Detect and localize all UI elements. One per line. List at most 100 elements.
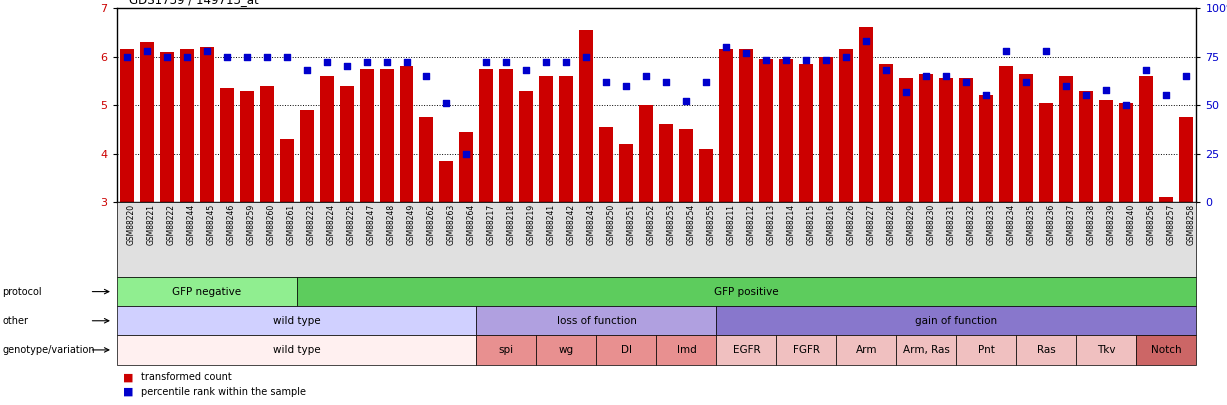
Text: GSM88217: GSM88217 bbox=[486, 204, 496, 245]
Point bbox=[837, 53, 856, 60]
Bar bbox=[260, 86, 274, 202]
Bar bbox=[439, 161, 454, 202]
Text: GSM88228: GSM88228 bbox=[886, 204, 896, 245]
Bar bbox=[400, 66, 413, 202]
Text: GSM88238: GSM88238 bbox=[1086, 204, 1096, 245]
Text: GSM88262: GSM88262 bbox=[427, 204, 436, 245]
Bar bbox=[719, 49, 734, 202]
Bar bbox=[499, 69, 513, 202]
Point bbox=[536, 59, 556, 66]
Text: GSM88246: GSM88246 bbox=[227, 204, 236, 245]
Text: Imd: Imd bbox=[676, 345, 696, 355]
Point bbox=[396, 59, 416, 66]
Text: Dl: Dl bbox=[621, 345, 632, 355]
Text: GSM88241: GSM88241 bbox=[546, 204, 556, 245]
Text: Pnt: Pnt bbox=[978, 345, 995, 355]
Point bbox=[796, 57, 816, 64]
Text: GSM88212: GSM88212 bbox=[746, 204, 756, 245]
Text: GFP negative: GFP negative bbox=[172, 287, 242, 296]
Point bbox=[617, 83, 637, 89]
Bar bbox=[1020, 74, 1033, 202]
Text: ■: ■ bbox=[123, 372, 134, 382]
Bar bbox=[919, 74, 934, 202]
Text: GSM88259: GSM88259 bbox=[247, 204, 255, 245]
Bar bbox=[459, 132, 474, 202]
Bar bbox=[979, 96, 994, 202]
Text: GSM88250: GSM88250 bbox=[606, 204, 616, 245]
Text: GSM88232: GSM88232 bbox=[967, 204, 975, 245]
Bar bbox=[820, 57, 833, 202]
Bar bbox=[179, 49, 194, 202]
Bar bbox=[800, 64, 814, 202]
Point bbox=[1117, 102, 1136, 109]
Text: other: other bbox=[2, 316, 28, 326]
Bar bbox=[280, 139, 293, 202]
Point bbox=[256, 53, 276, 60]
Text: GSM88245: GSM88245 bbox=[206, 204, 216, 245]
Bar bbox=[1080, 91, 1093, 202]
Point bbox=[237, 53, 256, 60]
Point bbox=[736, 49, 756, 56]
Point bbox=[377, 59, 396, 66]
Text: GSM88263: GSM88263 bbox=[447, 204, 455, 245]
Point bbox=[777, 57, 796, 64]
Bar bbox=[1039, 103, 1053, 202]
Point bbox=[1076, 92, 1096, 99]
Bar bbox=[940, 79, 953, 202]
Point bbox=[856, 38, 876, 44]
Text: Arm: Arm bbox=[855, 345, 877, 355]
Bar bbox=[1160, 197, 1173, 202]
Bar bbox=[340, 86, 353, 202]
Point bbox=[936, 73, 956, 79]
Point bbox=[676, 98, 696, 104]
Text: GSM88252: GSM88252 bbox=[647, 204, 655, 245]
Text: GSM88248: GSM88248 bbox=[387, 204, 395, 245]
Bar bbox=[899, 79, 913, 202]
Point bbox=[417, 73, 437, 79]
Text: Tkv: Tkv bbox=[1097, 345, 1115, 355]
Text: GSM88242: GSM88242 bbox=[567, 204, 575, 245]
Text: GSM88214: GSM88214 bbox=[787, 204, 795, 245]
Bar bbox=[740, 49, 753, 202]
Bar bbox=[220, 88, 233, 202]
Point bbox=[336, 63, 356, 70]
Bar bbox=[360, 69, 373, 202]
Text: wild type: wild type bbox=[272, 345, 320, 355]
Point bbox=[957, 79, 977, 85]
Bar bbox=[560, 76, 573, 202]
Bar bbox=[779, 59, 794, 202]
Text: Ras: Ras bbox=[1037, 345, 1055, 355]
Text: loss of function: loss of function bbox=[557, 316, 637, 326]
Point bbox=[456, 150, 476, 157]
Text: GSM88254: GSM88254 bbox=[686, 204, 696, 245]
Bar bbox=[960, 79, 973, 202]
Bar bbox=[1099, 100, 1113, 202]
Bar bbox=[420, 117, 433, 202]
Text: GSM88223: GSM88223 bbox=[307, 204, 315, 245]
Point bbox=[1177, 73, 1196, 79]
Text: GSM88213: GSM88213 bbox=[767, 204, 775, 245]
Text: ■: ■ bbox=[123, 387, 134, 397]
Point bbox=[557, 59, 577, 66]
Text: Arm, Ras: Arm, Ras bbox=[903, 345, 950, 355]
Text: wg: wg bbox=[560, 345, 574, 355]
Bar bbox=[620, 144, 633, 202]
Text: GSM88240: GSM88240 bbox=[1126, 204, 1135, 245]
Bar bbox=[639, 105, 654, 202]
Bar bbox=[1059, 76, 1074, 202]
Text: wild type: wild type bbox=[272, 316, 320, 326]
Point bbox=[277, 53, 297, 60]
Point bbox=[476, 59, 496, 66]
Bar bbox=[239, 91, 254, 202]
Bar bbox=[379, 69, 394, 202]
Point bbox=[196, 47, 216, 54]
Bar bbox=[160, 52, 173, 202]
Text: GSM88247: GSM88247 bbox=[367, 204, 375, 245]
Text: GSM88233: GSM88233 bbox=[987, 204, 995, 245]
Bar bbox=[859, 28, 874, 202]
Point bbox=[157, 53, 177, 60]
Text: GSM88225: GSM88225 bbox=[346, 204, 356, 245]
Text: GSM88226: GSM88226 bbox=[847, 204, 855, 245]
Point bbox=[1157, 92, 1177, 99]
Text: GSM88218: GSM88218 bbox=[507, 204, 515, 245]
